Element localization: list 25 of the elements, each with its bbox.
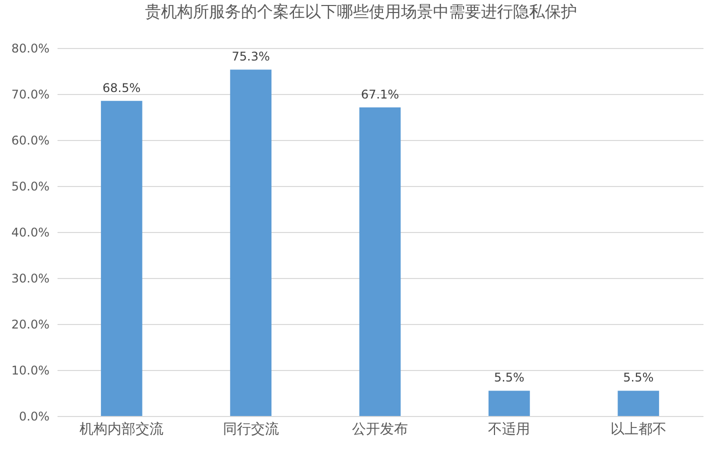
data-label: 75.3%: [232, 50, 270, 64]
x-tick-label: 不适用: [488, 422, 530, 438]
x-tick-label: 公开发布: [352, 422, 408, 438]
y-tick-label: 0.0%: [19, 410, 50, 424]
x-tick-label: 同行交流: [222, 422, 279, 438]
y-tick-label: 40.0%: [11, 226, 50, 240]
x-tick-label: 以上都不: [610, 422, 666, 438]
data-label: 5.5%: [623, 370, 654, 385]
bar: [230, 70, 272, 416]
bar: [100, 100, 142, 416]
bar: [359, 107, 401, 416]
data-label: 67.1%: [360, 87, 400, 102]
data-label: 5.5%: [494, 370, 524, 385]
y-tick-label: 60.0%: [11, 134, 50, 148]
bar: [488, 390, 530, 416]
y-tick-label: 10.0%: [11, 364, 50, 378]
data-label: 68.5%: [102, 80, 141, 95]
chart-title: 贵机构所服务的个案在以下哪些使用场景中需要进行隐私保护: [145, 2, 577, 21]
y-tick-label: 50.0%: [11, 180, 50, 194]
y-tick-label: 20.0%: [11, 318, 50, 332]
bar: [618, 390, 660, 416]
x-tick-label: 机构内部交流: [80, 422, 164, 438]
y-tick-label: 80.0%: [11, 42, 50, 56]
y-tick-label: 70.0%: [11, 88, 50, 102]
y-tick-label: 30.0%: [11, 272, 50, 286]
